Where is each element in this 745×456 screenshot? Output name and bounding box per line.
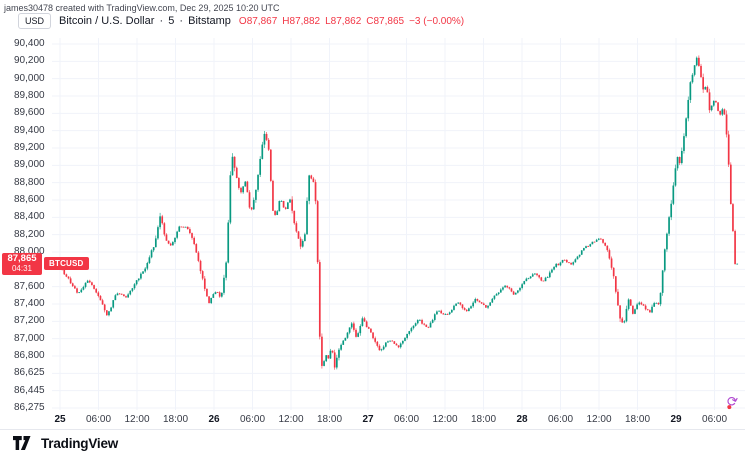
price-tick-label: 86,625 — [14, 367, 45, 379]
last-price-value: 87,865 — [7, 252, 37, 264]
price-tick-label: 89,000 — [14, 159, 45, 171]
footer-divider — [0, 429, 745, 430]
time-tick-label: 06:00 — [85, 414, 112, 425]
ohlc-values: O87,867 H87,882 L87,862 C87,865 −3 (−0.0… — [239, 16, 464, 27]
symbol-price-tag: BTCUSD — [44, 256, 89, 270]
price-chart[interactable] — [0, 0, 745, 429]
grid-vertical — [59, 38, 716, 410]
price-tick-label: 87,000 — [14, 332, 45, 344]
low-value: L87,862 — [325, 15, 362, 27]
price-tick-label: 89,600 — [14, 107, 45, 119]
price-tick-label: 90,400 — [14, 38, 45, 49]
time-tick-label: 18:00 — [625, 414, 651, 425]
last-price-label: 87,865 04:31 — [2, 252, 42, 275]
time-tick-label: 27 — [362, 414, 374, 425]
symbol-name: Bitcoin / U.S. Dollar — [59, 15, 155, 27]
price-tick-label: 87,600 — [14, 280, 45, 292]
time-tick-label: 18:00 — [316, 414, 343, 425]
bar-countdown: 04:31 — [11, 263, 33, 273]
time-tick-label: 12:00 — [586, 414, 612, 425]
candles — [57, 55, 739, 370]
price-tick-label: 88,800 — [14, 176, 45, 188]
time-tick-label: 18:00 — [162, 414, 189, 425]
time-tick-label: 25 — [54, 414, 66, 425]
time-tick-label: 06:00 — [702, 414, 728, 425]
grid-horizontal — [52, 43, 745, 409]
attribution-text: james30478 created with TradingView.com,… — [4, 3, 280, 13]
exchange-name: Bitstamp — [188, 15, 231, 27]
separator: · — [179, 15, 184, 27]
time-tick-label: 12:00 — [278, 414, 304, 425]
time-tick-label: 29 — [670, 414, 682, 425]
price-tick-label: 86,275 — [14, 402, 45, 413]
open-value: O87,867 — [238, 15, 278, 27]
price-tick-label: 86,445 — [14, 384, 45, 396]
high-value: H87,882 — [282, 15, 321, 27]
price-tick-label: 90,200 — [14, 55, 45, 67]
price-tick-label: 89,400 — [14, 124, 45, 136]
footer-bar: TradingView — [0, 430, 745, 456]
time-tick-label: 12:00 — [432, 414, 458, 425]
separator: · — [159, 15, 164, 27]
time-tick-label: 06:00 — [394, 414, 420, 425]
symbol-title: Bitcoin / U.S. Dollar · 5 · Bitstamp — [58, 15, 232, 27]
price-tick-label: 88,400 — [14, 211, 45, 223]
interval-value: 5 — [168, 15, 175, 27]
time-tick-label: 06:00 — [239, 414, 266, 425]
price-tick-label: 88,600 — [14, 194, 45, 205]
price-tick-label: 88,000 — [14, 246, 45, 257]
price-tick-label: 90,000 — [14, 72, 45, 84]
price-tick-label: 88,200 — [14, 228, 45, 240]
time-tick-label: 12:00 — [124, 414, 150, 425]
price-tick-label: 86,800 — [14, 350, 45, 361]
currency-unit-button[interactable]: USD — [18, 13, 52, 29]
chart-legend: USD Bitcoin / U.S. Dollar · 5 · Bitstamp… — [18, 13, 464, 29]
price-tick-label: 87,200 — [14, 315, 45, 327]
change-value: −3 (−0.00%) — [409, 15, 465, 27]
time-tick-label: 06:00 — [548, 414, 574, 425]
price-tick-label: 89,800 — [14, 90, 45, 101]
price-tick-label: 87,400 — [14, 298, 45, 309]
time-tick-label: 18:00 — [471, 414, 497, 425]
brand-name: TradingView — [41, 435, 119, 451]
price-tick-label: 89,200 — [14, 142, 45, 153]
close-value: C87,865 — [366, 15, 405, 27]
time-tick-label: 26 — [208, 414, 220, 425]
time-tick-label: 28 — [516, 414, 528, 425]
tradingview-logo-icon[interactable] — [13, 436, 34, 450]
